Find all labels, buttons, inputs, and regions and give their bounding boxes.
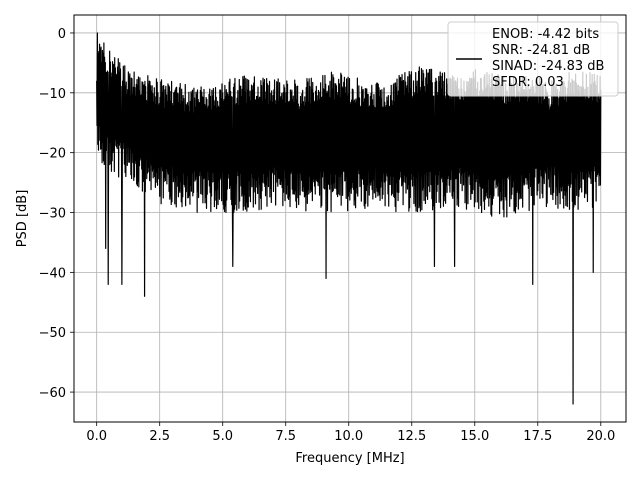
legend-snr: SNR: -24.81 dB xyxy=(492,43,590,58)
y-tick-label: 0 xyxy=(58,27,66,42)
legend-sinad: SINAD: -24.83 dB xyxy=(492,59,604,74)
y-tick-label: −20 xyxy=(39,147,66,162)
psd-series-line xyxy=(96,32,602,405)
x-tick-label: 5.0 xyxy=(212,429,233,444)
x-tick-label: 20.0 xyxy=(586,429,615,444)
y-tick-label: −40 xyxy=(39,266,66,281)
legend-enob: ENOB: -4.42 bits xyxy=(492,27,599,42)
y-tick-label: −60 xyxy=(39,386,66,401)
x-axis-ticks: 0.0 2.5 5.0 7.5 10.0 12.5 15.0 17.5 20.0 xyxy=(86,422,615,444)
y-axis-label: PSD [dB] xyxy=(15,190,30,248)
x-axis-label: Frequency [MHz] xyxy=(295,451,404,466)
y-tick-label: −10 xyxy=(39,87,66,102)
x-tick-label: 12.5 xyxy=(397,429,426,444)
plot-area xyxy=(96,32,602,405)
x-tick-label: 17.5 xyxy=(523,429,552,444)
legend: ENOB: -4.42 bits SNR: -24.81 dB SINAD: -… xyxy=(447,21,619,97)
x-tick-label: 10.0 xyxy=(334,429,363,444)
x-tick-label: 15.0 xyxy=(460,429,489,444)
x-tick-label: 0.0 xyxy=(86,429,107,444)
x-tick-label: 2.5 xyxy=(149,429,170,444)
y-axis-ticks: 0 −10 −20 −30 −40 −50 −60 xyxy=(39,27,74,401)
axes-frame xyxy=(73,14,627,423)
legend-sfdr: SFDR: 0.03 xyxy=(492,75,564,90)
legend-box xyxy=(447,21,619,97)
y-tick-label: −30 xyxy=(39,207,66,222)
x-tick-label: 7.5 xyxy=(275,429,296,444)
y-tick-label: −50 xyxy=(39,326,66,341)
